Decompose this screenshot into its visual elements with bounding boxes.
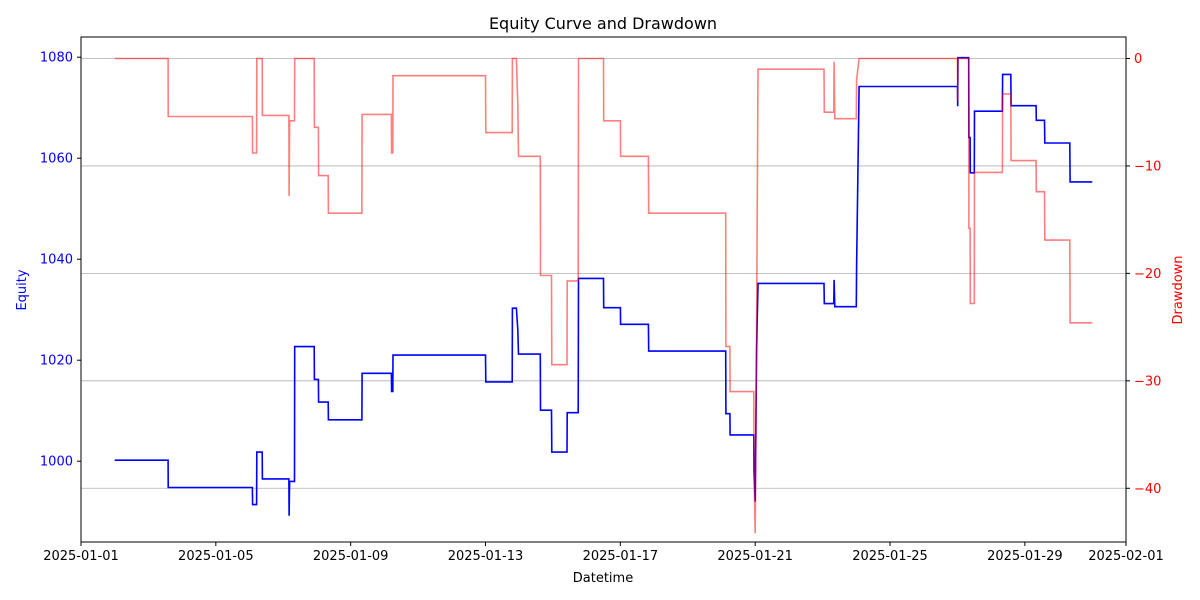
- y-left-tick-label: 1000: [40, 455, 73, 470]
- y-right-tick-label: 0: [1134, 52, 1142, 67]
- x-tick-label: 2025-01-13: [448, 549, 524, 564]
- y-right-tick-label: −40: [1134, 482, 1161, 497]
- y-right-tick-label: −20: [1134, 267, 1161, 282]
- x-tick-label: 2025-02-01: [1088, 549, 1164, 564]
- y-axis-left: 1000 1020 1040 1060 1080: [40, 51, 81, 470]
- y-left-tick-label: 1060: [40, 152, 73, 167]
- x-tick-label: 2025-01-29: [987, 549, 1063, 564]
- x-tick-label: 2025-01-17: [583, 549, 659, 564]
- drawdown-line: [114, 57, 1093, 534]
- x-tick-label: 2025-01-21: [717, 549, 793, 564]
- y-right-tick-label: −10: [1134, 159, 1161, 174]
- y-axis-right-title: Drawdown: [1171, 255, 1186, 324]
- x-tick-label: 2025-01-25: [852, 549, 928, 564]
- x-tick-label: 2025-01-01: [43, 549, 119, 564]
- y-axis-left-title: Equity: [15, 269, 30, 310]
- y-left-tick-label: 1080: [40, 51, 73, 66]
- x-axis: 2025-01-01 2025-01-05 2025-01-09 2025-01-13…: [43, 542, 1164, 564]
- y-left-tick-label: 1020: [40, 354, 73, 369]
- series-layer: [114, 56, 1093, 534]
- x-axis-title: Datetime: [573, 571, 633, 586]
- chart-title: Equity Curve and Drawdown: [489, 14, 717, 33]
- y-right-tick-label: −30: [1134, 374, 1161, 389]
- plot-frame: [80, 36, 1127, 543]
- equity-line: [114, 56, 1093, 516]
- x-tick-label: 2025-01-05: [178, 549, 254, 564]
- y-axis-right: 0 −10 −20 −30 −40: [1126, 52, 1161, 497]
- y-left-tick-label: 1040: [40, 253, 73, 268]
- x-tick-label: 2025-01-09: [313, 549, 389, 564]
